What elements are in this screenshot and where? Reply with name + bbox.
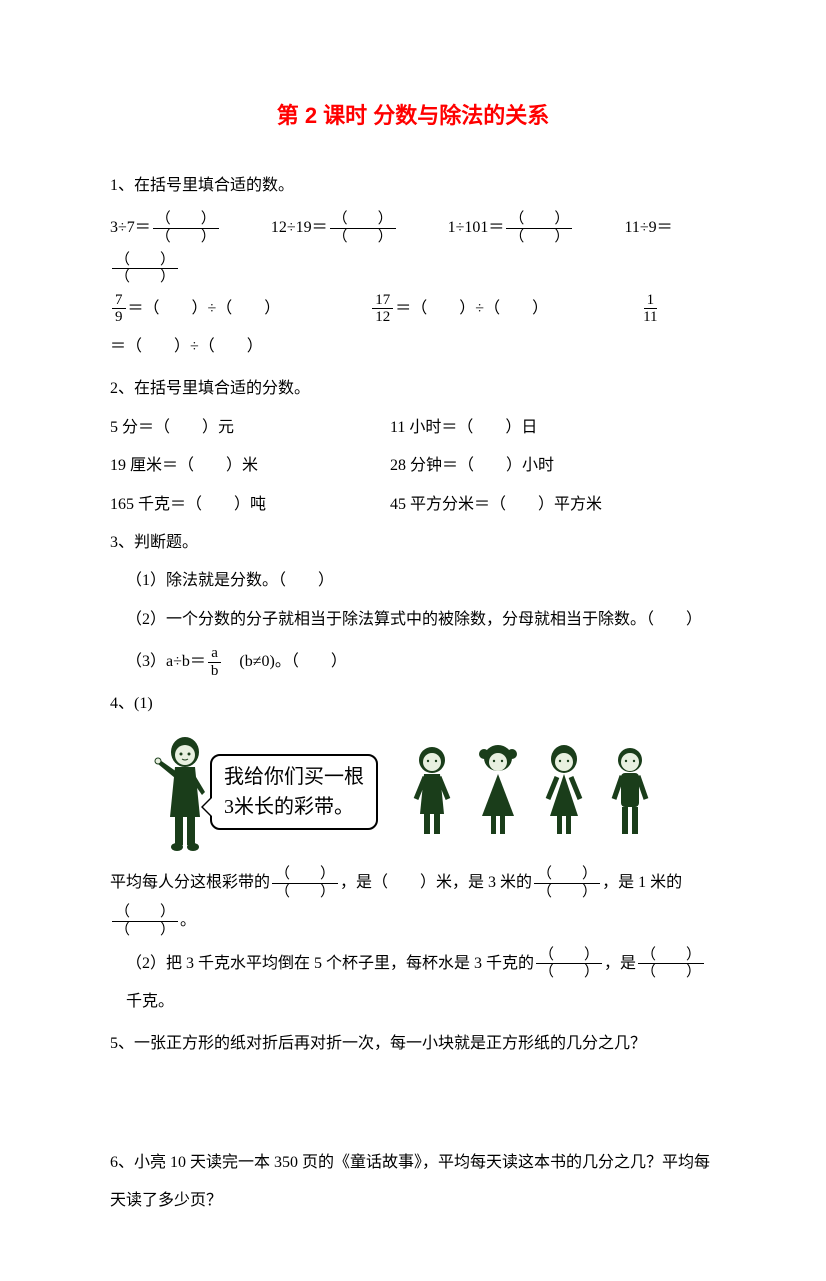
q3-label: 3、判断题。 — [110, 524, 716, 562]
worksheet-page: 第 2 课时 分数与除法的关系 1、在括号里填合适的数。 3÷7＝ （ ） （ … — [0, 0, 826, 1281]
fraction-1-11: 1 11 — [640, 292, 660, 326]
blank-fraction: （ ） （ ） — [534, 866, 600, 900]
q4-label: 4、(1) — [110, 685, 716, 723]
q2-r3c1: 165 千克＝（ ）吨 — [110, 486, 390, 524]
q1-row1-cont: （ ） （ ） — [110, 252, 716, 286]
q3-i3-pre: （3）a÷b＝ — [126, 643, 206, 681]
q1-row2: 7 9 ＝（ ）÷（ ） 17 12 ＝（ ）÷（ ） 1 11 ＝（ ）÷（ … — [110, 290, 716, 367]
q3-i3-post: (b≠0)。（ ） — [223, 643, 346, 681]
q1r1-b: 12÷19＝ — [271, 209, 328, 247]
q1r1-c: 1÷101＝ — [448, 209, 505, 247]
q4p2-a: （2）把 3 千克水平均倒在 5 个杯子里，每杯水是 3 千克的 — [126, 945, 534, 983]
q1r1-a: 3÷7＝ — [110, 209, 151, 247]
q4p1-d: 。 — [180, 902, 196, 940]
blank-fraction: （ ） （ ） — [506, 211, 572, 245]
blank-fraction: （ ） （ ） — [536, 947, 602, 981]
q2-r2c2: 28 分钟＝（ ）小时 — [390, 447, 716, 485]
q4p2-c: 千克。 — [126, 983, 174, 1021]
fraction-7-9: 7 9 — [112, 292, 126, 326]
blank-fraction: （ ） （ ） — [153, 211, 219, 245]
kid3-icon — [540, 744, 588, 839]
page-title: 第 2 课时 分数与除法的关系 — [110, 90, 716, 143]
kids-group — [408, 744, 654, 839]
q3-i3: （3）a÷b＝ a b (b≠0)。（ ） — [110, 643, 716, 681]
q4-p1: 平均每人分这根彩带的 （ ） （ ） ，是（ ）米，是 3 米的 （ ） （ ）… — [110, 864, 716, 941]
blank-fraction: （ ） （ ） — [638, 947, 704, 981]
kid2-icon — [474, 744, 522, 839]
q4p1-c: ，是 1 米的 — [602, 864, 682, 902]
fraction-17-12: 17 12 — [372, 292, 393, 326]
q2-r2c1: 19 厘米＝（ ）米 — [110, 447, 390, 485]
kid1-icon — [408, 744, 456, 839]
q2-row3: 165 千克＝（ ）吨 45 平方分米＝（ ）平方米 — [110, 486, 716, 524]
blank-div-3: ＝（ ）÷（ ） — [110, 328, 263, 366]
q3-i2: （2）一个分数的分子就相当于除法算式中的被除数，分母就相当于除数。（ ） — [110, 601, 716, 639]
q4p1-a: 平均每人分这根彩带的 — [110, 864, 270, 902]
bubble-line1: 我给你们买一根 — [224, 762, 364, 792]
q2-r3c2: 45 平方分米＝（ ）平方米 — [390, 486, 716, 524]
q4p2-b: ，是 — [604, 945, 636, 983]
q1-row1: 3÷7＝ （ ） （ ） 12÷19＝ （ ） （ ） 1÷101＝ （ ） （… — [110, 209, 716, 247]
kid4-icon — [606, 744, 654, 839]
q2-r1c2: 11 小时＝（ ）日 — [390, 409, 716, 447]
q1r1-d: 11÷9＝ — [624, 209, 672, 247]
fraction-a-b: a b — [208, 645, 222, 679]
blank-div-1: ＝（ ）÷（ ） — [128, 290, 281, 328]
blank-fraction: （ ） （ ） — [112, 252, 178, 286]
q3-i1: （1）除法就是分数。（ ） — [110, 562, 716, 600]
blank-div-2: ＝（ ）÷（ ） — [395, 290, 548, 328]
q2-row2: 19 厘米＝（ ）米 28 分钟＝（ ）小时 — [110, 447, 716, 485]
blank-fraction: （ ） （ ） — [330, 211, 396, 245]
q2-row1: 5 分＝（ ）元 11 小时＝（ ）日 — [110, 409, 716, 447]
q2-label: 2、在括号里填合适的分数。 — [110, 370, 716, 408]
speech-bubble: 我给你们买一根 3米长的彩带。 — [210, 754, 378, 830]
bubble-line2: 3米长的彩带。 — [224, 792, 364, 822]
q1-label: 1、在括号里填合适的数。 — [110, 167, 716, 205]
q2-r1c1: 5 分＝（ ）元 — [110, 409, 390, 447]
q5-text: 5、一张正方形的纸对折后再对折一次，每一小块就是正方形纸的几分之几？ — [110, 1025, 716, 1063]
q4p1-b: ，是（ ）米，是 3 米的 — [340, 864, 532, 902]
q4-figure: 我给你们买一根 3米长的彩带。 — [150, 732, 716, 852]
blank-fraction: （ ） （ ） — [272, 866, 338, 900]
q6-text: 6、小亮 10 天读完一本 350 页的《童话故事》，平均每天读这本书的几分之几… — [110, 1144, 716, 1221]
blank-fraction: （ ） （ ） — [112, 904, 178, 938]
q4-p2: （2）把 3 千克水平均倒在 5 个杯子里，每杯水是 3 千克的 （ ） （ ）… — [110, 945, 716, 1022]
